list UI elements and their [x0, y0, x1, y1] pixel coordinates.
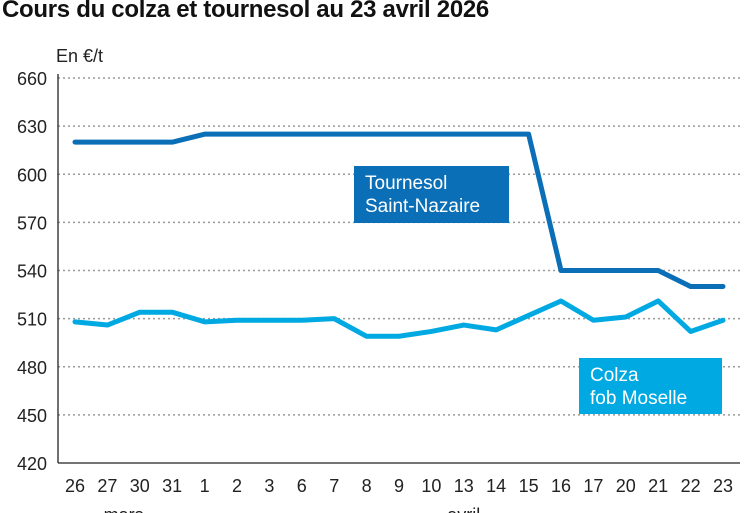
series-label: Tournesol [365, 173, 447, 194]
x-tick-label: 15 [519, 476, 539, 496]
x-tick-label: 3 [264, 476, 274, 496]
y-tick-label: 570 [17, 213, 47, 233]
x-tick-label: 16 [551, 476, 571, 496]
y-tick-label: 480 [17, 358, 47, 378]
x-tick-label: 8 [362, 476, 372, 496]
x-tick-label: 26 [65, 476, 85, 496]
x-tick-label: 1 [200, 476, 210, 496]
series-label: fob Moselle [590, 388, 687, 409]
y-tick-label: 450 [17, 406, 47, 426]
y-tick-label: 510 [17, 310, 47, 330]
x-tick-label: 13 [454, 476, 474, 496]
series-label: Colza [590, 365, 639, 386]
x-tick-label: 17 [583, 476, 603, 496]
x-tick-label: 14 [486, 476, 506, 496]
x-tick-label: 6 [297, 476, 307, 496]
x-tick-label: 30 [130, 476, 150, 496]
x-tick-label: 31 [162, 476, 182, 496]
y-tick-label: 600 [17, 165, 47, 185]
x-tick-label: 27 [97, 476, 117, 496]
x-tick-label: 7 [329, 476, 339, 496]
y-tick-label: 630 [17, 117, 47, 137]
x-tick-label: 20 [616, 476, 636, 496]
series-label-box [354, 166, 509, 223]
x-tick-label: 23 [713, 476, 733, 496]
x-tick-label: 21 [648, 476, 668, 496]
month-label: mars [104, 505, 144, 513]
month-label: avril [447, 505, 480, 513]
series-label-box [579, 358, 722, 414]
y-tick-label: 420 [17, 454, 47, 474]
x-tick-label: 2 [232, 476, 242, 496]
series-label: Saint-Nazaire [365, 196, 480, 217]
y-tick-label: 540 [17, 262, 47, 282]
x-tick-label: 10 [421, 476, 441, 496]
x-tick-label: 22 [681, 476, 701, 496]
x-tick-label: 9 [394, 476, 404, 496]
y-tick-label: 660 [17, 69, 47, 89]
chart-title: Cours du colza et tournesol au 23 avril … [2, 0, 489, 23]
y-axis-label: En €/t [56, 46, 103, 66]
